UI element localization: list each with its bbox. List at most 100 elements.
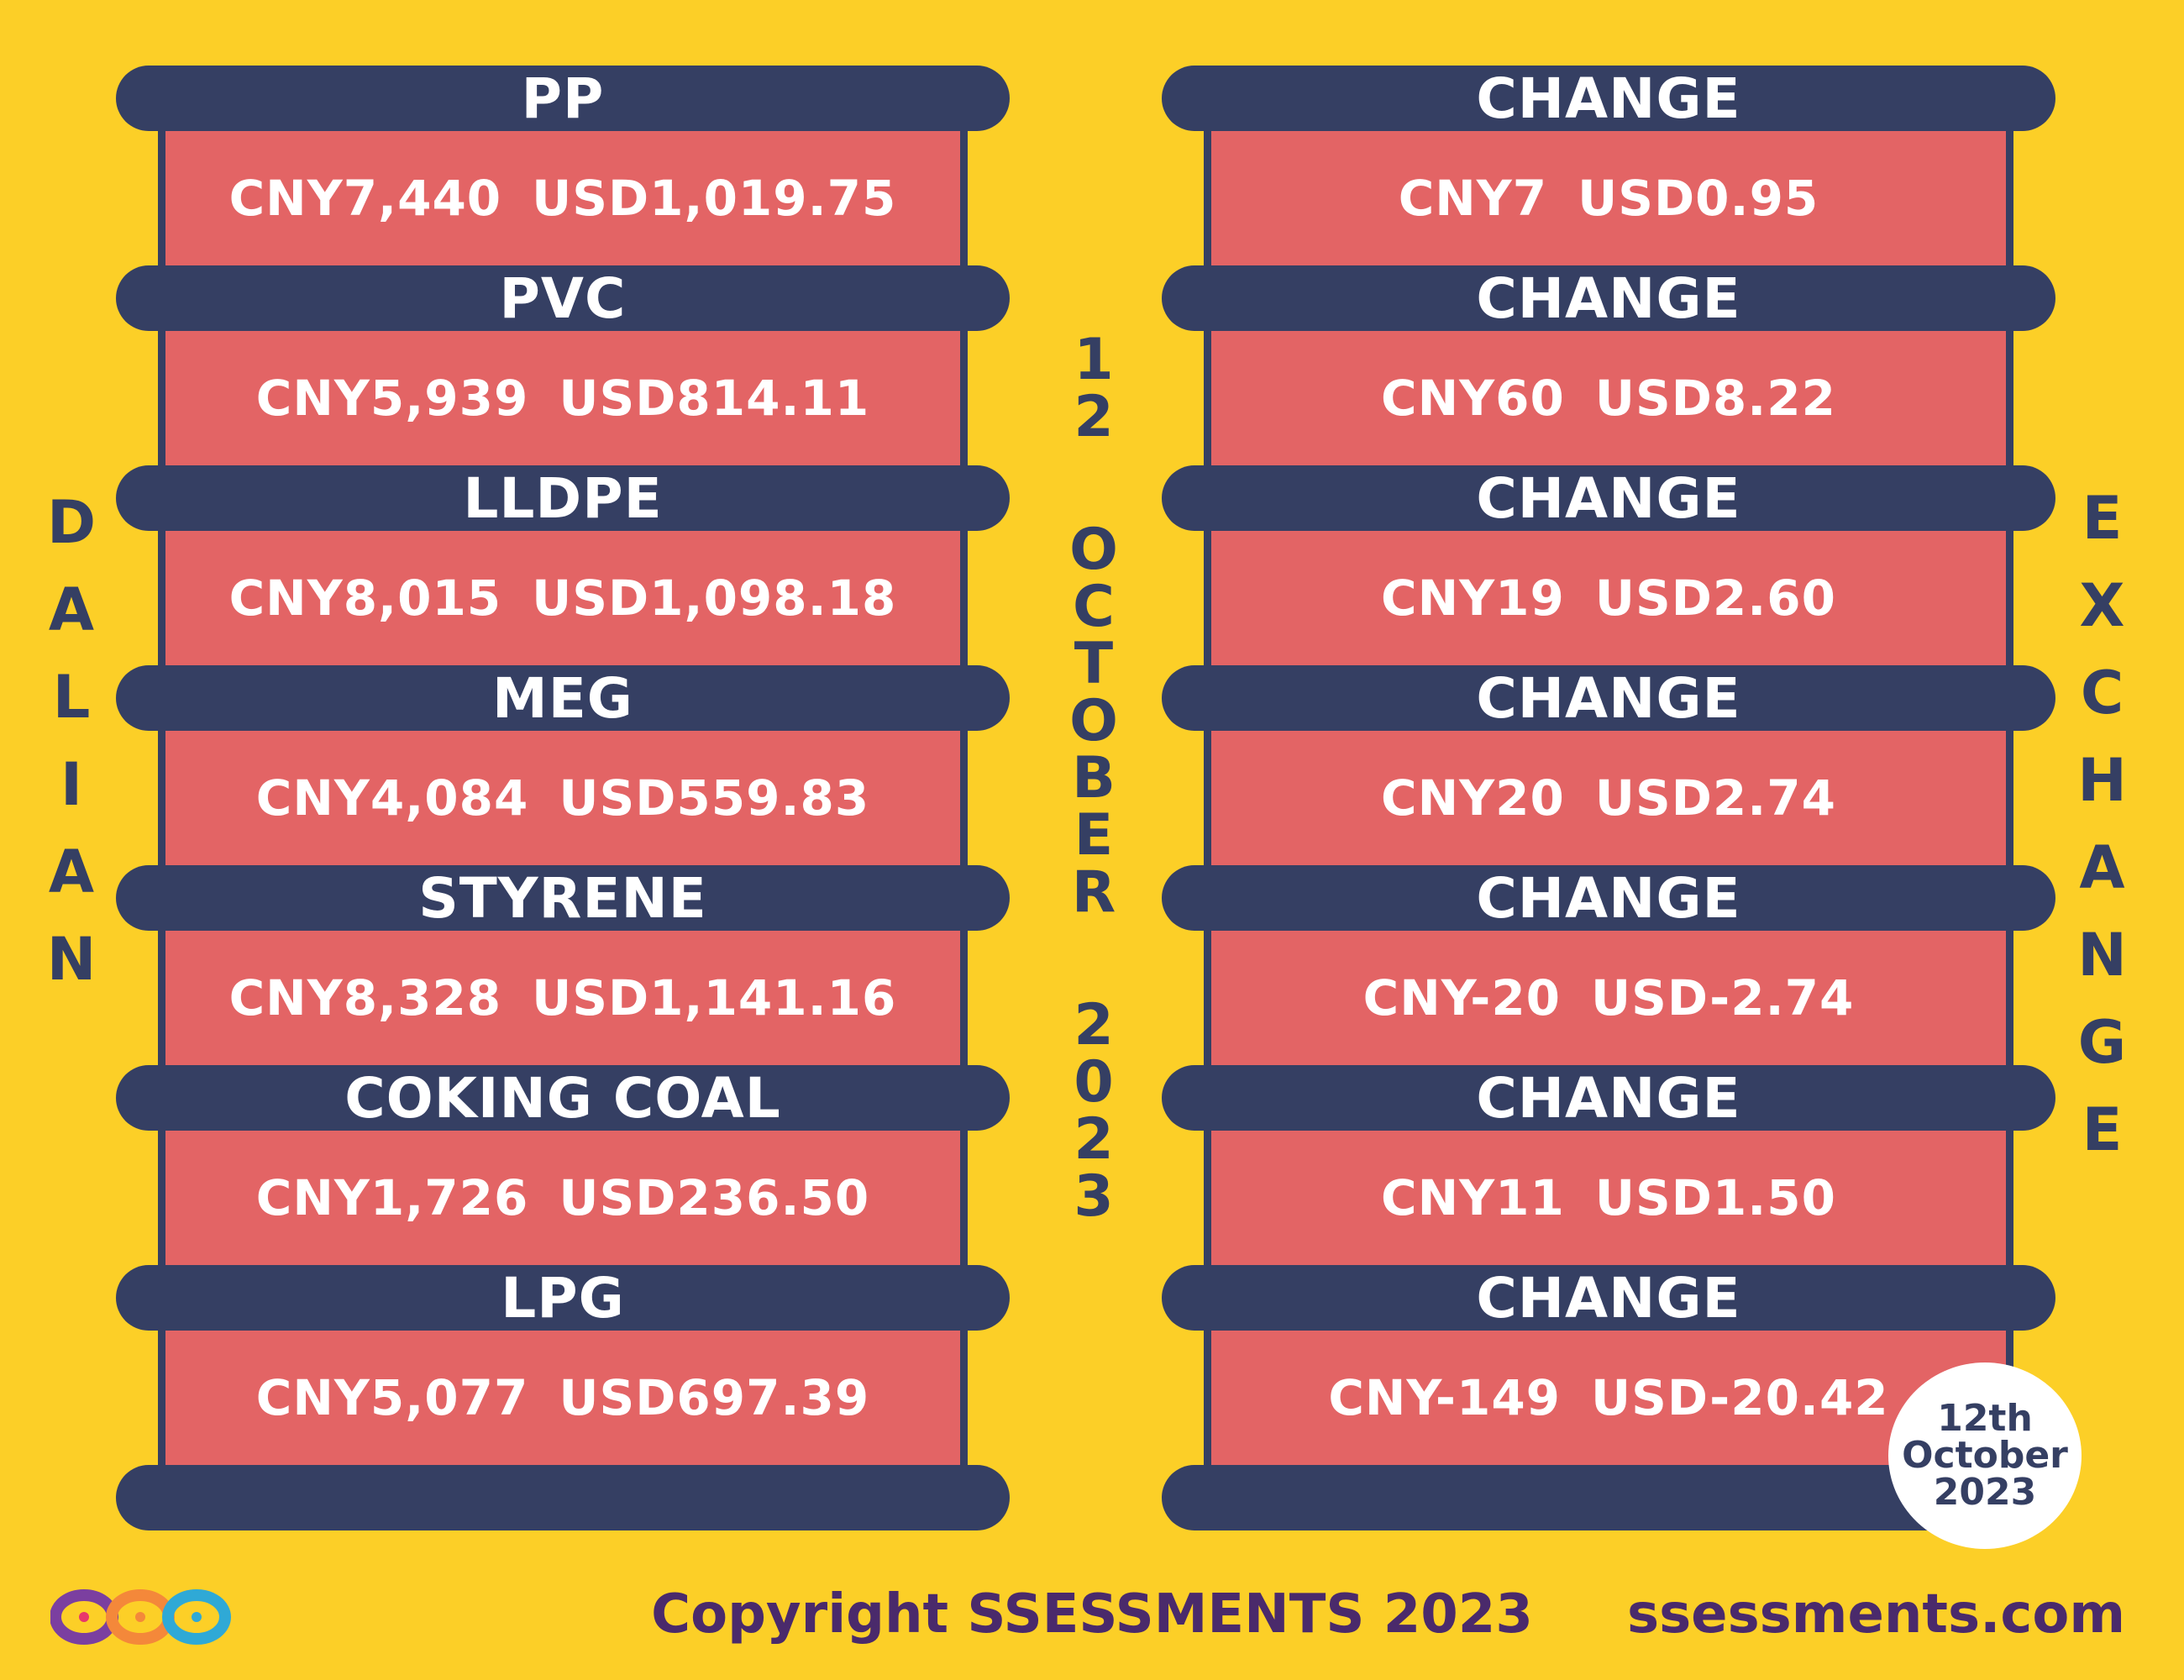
change-column: CHANGE CNY7 USD0.95 CHANGE CNY60 USD8.22 C… xyxy=(1162,66,2055,1530)
letter: X xyxy=(2079,571,2125,640)
product-name: MEG xyxy=(492,665,633,731)
change-cny: CNY-20 xyxy=(1362,969,1562,1026)
price-usd: USD814.11 xyxy=(559,370,870,427)
price-cny: CNY5,939 xyxy=(255,370,529,427)
product-name: PP xyxy=(521,66,605,131)
letter: A xyxy=(48,575,95,644)
date-char: E xyxy=(1074,802,1114,869)
change-usd: USD8.22 xyxy=(1594,370,1836,427)
change-label: CHANGE xyxy=(1476,1065,1741,1131)
change-label: CHANGE xyxy=(1476,1265,1741,1331)
price-cny: CNY4,084 xyxy=(255,769,529,827)
change-value-cell: CNY20 USD2.74 xyxy=(1204,726,2013,870)
date-char: 3 xyxy=(1074,1163,1114,1230)
change-label: CHANGE xyxy=(1476,865,1741,931)
letter: E xyxy=(2082,484,2123,553)
change-cny: CNY-149 xyxy=(1328,1369,1562,1426)
change-label-bar: CHANGE xyxy=(1162,1265,2055,1331)
bottom-bar xyxy=(116,1465,1010,1530)
infinity-loops-logo-icon xyxy=(50,1589,231,1645)
price-cny: CNY8,015 xyxy=(228,570,502,627)
change-cny: CNY60 xyxy=(1381,370,1565,427)
change-cny: CNY20 xyxy=(1381,769,1565,827)
date-char: 2 xyxy=(1074,384,1114,450)
letter: E xyxy=(2082,1095,2123,1164)
change-usd: USD1.50 xyxy=(1594,1169,1836,1226)
change-label: CHANGE xyxy=(1476,66,1741,131)
product-price-column: PP CNY7,440 USD1,019.75 PVC CNY5,939 USD81… xyxy=(116,66,1010,1530)
letter: A xyxy=(2079,833,2125,902)
letter: D xyxy=(46,488,97,557)
date-char: 2 xyxy=(1074,992,1114,1058)
change-label: CHANGE xyxy=(1476,265,1741,331)
change-usd: USD2.60 xyxy=(1594,570,1836,627)
letter: I xyxy=(60,750,83,819)
exchange-vertical-label: E X C H A N G E xyxy=(2071,475,2134,1173)
letter: N xyxy=(2077,921,2127,990)
product-price-cell: CNY7,440 USD1,019.75 xyxy=(158,126,968,270)
product-name-bar: COKING COAL xyxy=(116,1065,1010,1131)
change-value-cell: CNY11 USD1.50 xyxy=(1204,1126,2013,1270)
change-label: CHANGE xyxy=(1476,465,1741,531)
product-price-cell: CNY8,015 USD1,098.18 xyxy=(158,526,968,670)
date-char: 0 xyxy=(1074,1049,1114,1116)
product-price-cell: CNY1,726 USD236.50 xyxy=(158,1126,968,1270)
price-usd: USD1,098.18 xyxy=(532,570,897,627)
dalian-vertical-label: D A L I A N xyxy=(42,479,101,1003)
change-usd: USD-20.42 xyxy=(1591,1369,1889,1426)
product-name: STYRENE xyxy=(418,865,707,931)
change-usd: USD0.95 xyxy=(1578,170,1819,227)
change-value-cell: CNY7 USD0.95 xyxy=(1204,126,2013,270)
product-name-bar: LPG xyxy=(116,1265,1010,1331)
change-cny: CNY19 xyxy=(1381,570,1565,627)
footer-website: ssessments.com xyxy=(1626,1583,2125,1646)
date-char: O xyxy=(1069,688,1118,754)
date-char: 2 xyxy=(1074,1106,1114,1173)
product-price-cell: CNY4,084 USD559.83 xyxy=(158,726,968,870)
change-label-bar: CHANGE xyxy=(1162,665,2055,731)
date-char: O xyxy=(1069,517,1118,583)
product-name: COKING COAL xyxy=(344,1065,781,1131)
footer-copyright: Copyright SSESSMENTS 2023 xyxy=(651,1583,1533,1646)
change-value-cell: CNY19 USD2.60 xyxy=(1204,526,2013,670)
letter: H xyxy=(2077,746,2127,815)
letter: A xyxy=(48,837,95,906)
price-cny: CNY8,328 xyxy=(228,969,502,1026)
change-usd: USD2.74 xyxy=(1594,769,1836,827)
change-label: CHANGE xyxy=(1476,665,1741,731)
product-name: PVC xyxy=(499,265,627,331)
price-usd: USD1,019.75 xyxy=(532,170,897,227)
date-char: R xyxy=(1071,859,1116,926)
date-badge: 12th October 2023 xyxy=(1888,1362,2082,1549)
change-cny: CNY7 xyxy=(1398,170,1548,227)
change-label-bar: CHANGE xyxy=(1162,66,2055,131)
product-name-bar: PP xyxy=(116,66,1010,131)
product-name: LLDPE xyxy=(463,465,663,531)
price-usd: USD1,141.16 xyxy=(532,969,897,1026)
date-badge-month: October xyxy=(1902,1434,2068,1477)
change-value-cell: CNY-149 USD-20.42 xyxy=(1204,1326,2013,1470)
change-cny: CNY11 xyxy=(1381,1169,1565,1226)
product-name-bar: LLDPE xyxy=(116,465,1010,531)
date-gap xyxy=(1060,921,1127,997)
letter: L xyxy=(52,663,91,732)
date-char: 1 xyxy=(1074,327,1114,393)
product-name-bar: STYRENE xyxy=(116,865,1010,931)
product-name: LPG xyxy=(501,1265,625,1331)
date-gap xyxy=(1060,446,1127,522)
date-badge-year: 2023 xyxy=(1933,1471,2037,1514)
date-char: T xyxy=(1074,631,1114,697)
product-name-bar: MEG xyxy=(116,665,1010,731)
price-usd: USD236.50 xyxy=(559,1169,870,1226)
letter: G xyxy=(2077,1008,2127,1077)
price-cny: CNY7,440 xyxy=(228,170,502,227)
change-label-bar: CHANGE xyxy=(1162,265,2055,331)
product-price-cell: CNY5,077 USD697.39 xyxy=(158,1326,968,1470)
price-cny: CNY1,726 xyxy=(255,1169,529,1226)
change-label-bar: CHANGE xyxy=(1162,865,2055,931)
letter: N xyxy=(46,925,97,994)
date-char: B xyxy=(1072,745,1116,811)
price-usd: USD697.39 xyxy=(559,1369,870,1426)
change-value-cell: CNY60 USD8.22 xyxy=(1204,326,2013,470)
date-vertical-label: 1 2 O C T O B E R 2 0 2 3 xyxy=(1060,332,1127,1226)
